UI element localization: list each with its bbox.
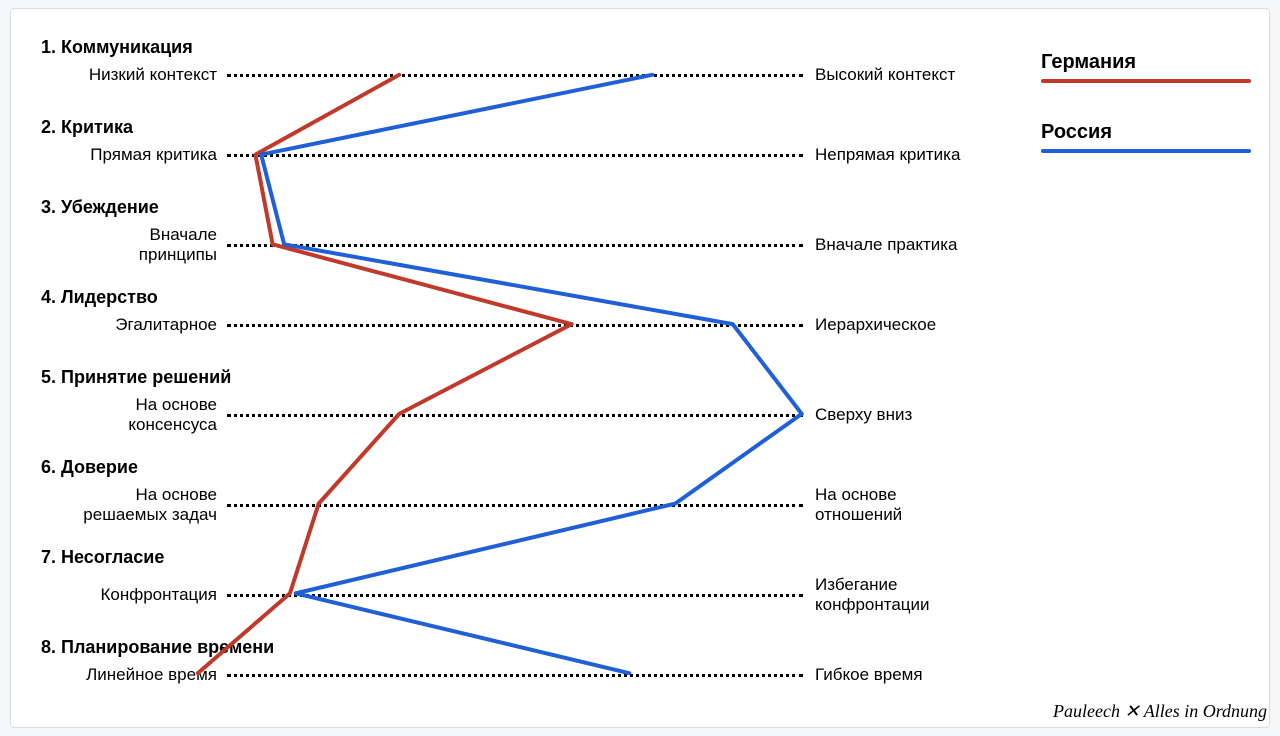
dimension-title: 7. Несогласие (41, 547, 164, 568)
dimension-left-label: Линейное время (37, 665, 217, 685)
dimension-right-label: Иерархическое (815, 315, 936, 335)
dimension-track (227, 74, 803, 77)
culture-map-card: 1. Коммуникация Низкий контекст Высокий ко… (10, 8, 1270, 728)
dimension-track (227, 154, 803, 157)
legend-label: Германия (1041, 51, 1136, 74)
dimension-right-label: На основеотношений (815, 485, 902, 524)
dimension-title: 1. Коммуникация (41, 37, 193, 58)
dimension-track (227, 674, 803, 677)
dimension-track (227, 594, 803, 597)
legend-entry: Германия (1041, 51, 1136, 74)
dimension-track (227, 244, 803, 247)
legend-line (1041, 149, 1251, 153)
dimension-left-label: На основеконсенсуса (37, 395, 217, 434)
credit-line: Pauleech ✕ Alles in Ordnung (1053, 701, 1267, 722)
dimension-title: 4. Лидерство (41, 287, 158, 308)
dimension-left-label: Эгалитарное (37, 315, 217, 335)
dimension-left-label: На основерешаемых задач (37, 485, 217, 524)
dimension-right-label: Вначале практика (815, 235, 958, 255)
dimension-left-label: Прямая критика (37, 145, 217, 165)
dimension-right-label: Высокий контекст (815, 65, 955, 85)
series-line (261, 75, 802, 673)
dimension-right-label: Непрямая критика (815, 145, 960, 165)
dimension-right-label: Избеганиеконфронтации (815, 575, 930, 614)
dimension-title: 5. Принятие решений (41, 367, 231, 388)
legend-entry: Россия (1041, 121, 1112, 144)
series-line (198, 75, 572, 673)
dimension-track (227, 324, 803, 327)
dimension-left-label: Конфронтация (37, 585, 217, 605)
dimension-right-label: Сверху вниз (815, 405, 912, 425)
dimension-track (227, 414, 803, 417)
legend-line (1041, 79, 1251, 83)
dimension-left-label: Вначалепринципы (37, 225, 217, 264)
dimension-title: 3. Убеждение (41, 197, 159, 218)
legend-label: Россия (1041, 121, 1112, 144)
dimension-title: 8. Планирование времени (41, 637, 274, 658)
dimension-title: 2. Критика (41, 117, 133, 138)
dimension-right-label: Гибкое время (815, 665, 923, 685)
dimension-title: 6. Доверие (41, 457, 138, 478)
dimension-left-label: Низкий контекст (37, 65, 217, 85)
dimension-track (227, 504, 803, 507)
